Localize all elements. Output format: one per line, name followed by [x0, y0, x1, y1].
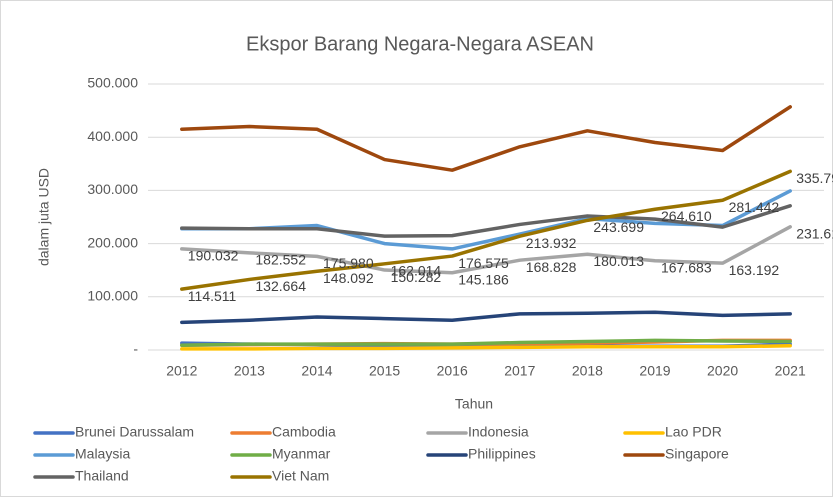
x-tick-label: 2012 [166, 363, 197, 379]
y-tick-label: 300.000 [87, 181, 138, 197]
chart-title: Ekspor Barang Negara-Negara ASEAN [246, 33, 594, 55]
data-label: 168.828 [526, 259, 577, 275]
data-label: 167.683 [661, 259, 712, 275]
x-tick-label: 2017 [504, 363, 535, 379]
y-tick-label: 200.000 [87, 234, 138, 250]
series-line [180, 338, 792, 347]
x-tick-label: 2014 [301, 363, 332, 379]
data-label: 231.610 [796, 225, 833, 241]
data-label: 182.552 [255, 252, 306, 268]
series-line [180, 225, 792, 275]
x-tick-label: 2013 [234, 363, 265, 379]
series-line [180, 105, 792, 172]
data-label: 163.192 [729, 262, 780, 278]
legend-label: Myanmar [272, 446, 331, 462]
y-tick-label: - [133, 341, 138, 357]
data-label: 162.014 [391, 263, 442, 279]
series-line [180, 169, 792, 291]
series-line [180, 310, 792, 325]
series-line [180, 204, 792, 238]
legend-label: Cambodia [272, 424, 336, 440]
x-tick-label: 2021 [775, 363, 806, 379]
data-label: 243.699 [593, 219, 644, 235]
data-label: 148.092 [323, 270, 374, 286]
legend-label: Singapore [665, 446, 729, 462]
data-label: 264.610 [661, 208, 712, 224]
legend-label: Indonesia [468, 424, 529, 440]
data-label: 132.664 [255, 278, 306, 294]
x-axis-title: Tahun [455, 396, 493, 412]
data-label: 114.511 [188, 288, 237, 304]
data-label: 335.793 [796, 170, 833, 186]
data-label: 281.442 [729, 199, 780, 215]
data-label: 150.282 [391, 269, 442, 285]
x-tick-label: 2016 [437, 363, 468, 379]
x-tick-label: 2018 [572, 363, 603, 379]
data-label: 190.032 [188, 248, 239, 264]
series-line [180, 343, 792, 351]
x-tick-label: 2015 [369, 363, 400, 379]
x-tick-label: 2020 [707, 363, 738, 379]
legend-label: Brunei Darussalam [75, 424, 194, 440]
y-tick-label: 100.000 [87, 288, 138, 304]
y-tick-label: 400.000 [87, 128, 138, 144]
data-label: 176.575 [458, 255, 509, 271]
data-label: 175.980 [323, 255, 374, 271]
legend-label: Malaysia [75, 446, 130, 462]
legend-label: Thailand [75, 468, 129, 484]
data-label: 145.186 [458, 271, 509, 287]
legend-label: Philippines [468, 446, 536, 462]
legend-label: Lao PDR [665, 424, 722, 440]
legend-label: Viet Nam [272, 468, 329, 484]
data-label: 213.932 [526, 235, 577, 251]
y-axis-title: dalam juta USD [36, 168, 52, 266]
y-tick-label: 500.000 [87, 75, 138, 91]
data-label: 180.013 [593, 253, 644, 269]
x-tick-label: 2019 [639, 363, 670, 379]
